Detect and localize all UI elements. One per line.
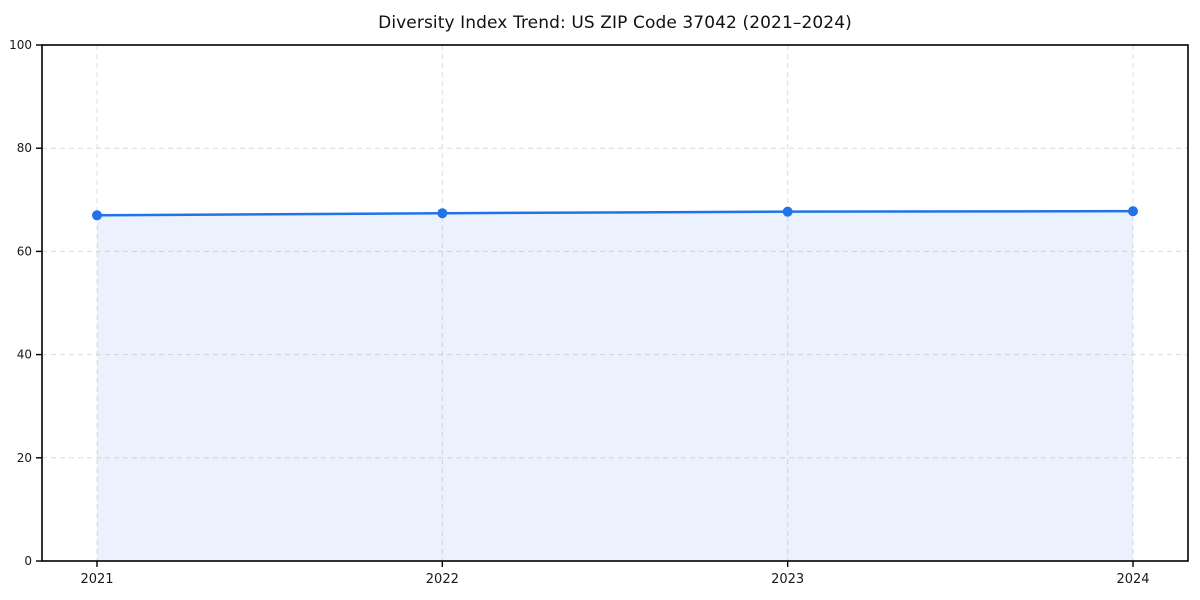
y-tick-label: 40 xyxy=(17,348,32,362)
y-tick-label: 20 xyxy=(17,451,32,465)
area-fill xyxy=(97,211,1133,562)
data-point-2024 xyxy=(1128,206,1138,217)
x-tick-label: 2024 xyxy=(1116,572,1149,587)
y-tick-label: 100 xyxy=(9,38,32,52)
x-tick-label: 2022 xyxy=(426,572,459,587)
data-point-2022 xyxy=(437,208,448,219)
trend-line xyxy=(95,209,1135,217)
y-tick-label: 80 xyxy=(17,141,32,155)
y-tick-label: 0 xyxy=(24,554,32,568)
data-point-2023 xyxy=(782,206,793,217)
data-point-2021 xyxy=(92,210,102,221)
chart-title: Diversity Index Trend: US ZIP Code 37042… xyxy=(378,13,852,33)
y-tick-label: 60 xyxy=(17,244,32,258)
x-tick-label: 2021 xyxy=(80,572,113,587)
x-tick-label: 2023 xyxy=(771,572,804,587)
plot-border xyxy=(41,44,1189,562)
